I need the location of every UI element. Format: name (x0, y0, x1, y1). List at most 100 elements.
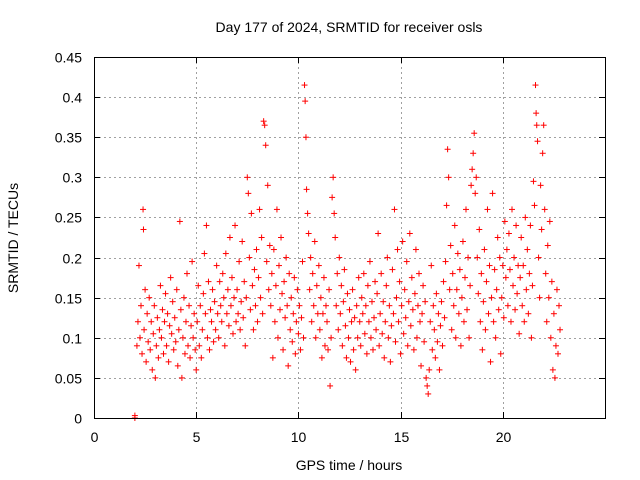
data-point (359, 310, 366, 317)
data-point (396, 278, 403, 285)
data-point (484, 206, 491, 213)
data-point (512, 306, 519, 313)
data-point (272, 282, 279, 289)
data-point (438, 298, 445, 305)
data-point (270, 246, 277, 253)
data-point (277, 306, 284, 313)
data-point (223, 310, 230, 317)
data-point (169, 298, 176, 305)
data-point (556, 302, 563, 309)
data-point (513, 222, 520, 229)
data-point (188, 322, 195, 329)
data-point (526, 270, 533, 277)
data-point (176, 218, 183, 225)
data-point (373, 326, 380, 333)
data-point (456, 266, 463, 273)
data-point (283, 254, 290, 261)
data-point (326, 286, 333, 293)
data-point (327, 382, 334, 389)
data-point (151, 302, 158, 309)
data-point (376, 342, 383, 349)
data-point (467, 282, 474, 289)
data-point (295, 330, 302, 337)
data-point (477, 318, 484, 325)
data-point (282, 314, 289, 321)
data-point (136, 334, 143, 341)
data-point (489, 190, 496, 197)
data-point (392, 338, 399, 345)
data-point (290, 310, 297, 317)
data-point (464, 306, 471, 313)
data-point (375, 230, 382, 237)
data-point (139, 350, 146, 357)
data-point (140, 206, 147, 213)
data-point (318, 354, 325, 361)
data-point (211, 298, 218, 305)
data-point (533, 110, 540, 117)
data-point (252, 302, 259, 309)
data-point (173, 286, 180, 293)
y-tick-label: 0 (74, 411, 82, 427)
data-point (444, 146, 451, 153)
data-point (538, 226, 545, 233)
data-point (417, 318, 424, 325)
data-point (280, 346, 287, 353)
data-point (235, 310, 242, 317)
data-point (262, 142, 269, 149)
data-point (381, 354, 388, 361)
data-point (241, 278, 248, 285)
data-point (516, 330, 523, 337)
data-point (399, 238, 406, 245)
data-point (316, 326, 323, 333)
data-point (494, 234, 501, 241)
data-point (203, 222, 210, 229)
data-point (525, 310, 532, 317)
data-point (394, 246, 401, 253)
data-point (231, 294, 238, 301)
data-point (247, 306, 254, 313)
data-point (537, 182, 544, 189)
data-point (419, 310, 426, 317)
data-point (347, 358, 354, 365)
data-point (279, 290, 286, 297)
data-point (414, 302, 421, 309)
y-tick-label: 0.25 (55, 210, 82, 226)
data-point (429, 346, 436, 353)
y-tick-label: 0.3 (63, 170, 83, 186)
data-point (163, 342, 170, 349)
data-point (428, 262, 435, 269)
data-point (380, 298, 387, 305)
data-point (397, 350, 404, 357)
data-point (208, 318, 215, 325)
data-point (334, 270, 341, 277)
data-point (192, 346, 199, 353)
data-point (447, 242, 454, 249)
data-point (186, 302, 193, 309)
data-point (371, 314, 378, 321)
data-point (551, 374, 558, 381)
data-point (224, 286, 231, 293)
data-point (365, 318, 372, 325)
data-point (357, 342, 364, 349)
data-point (557, 326, 564, 333)
data-point (542, 270, 549, 277)
data-point (453, 286, 460, 293)
x-tick-label: 5 (193, 429, 201, 445)
data-point (355, 274, 362, 281)
data-point (182, 318, 189, 325)
data-point (309, 270, 316, 277)
data-point (523, 286, 530, 293)
data-point (406, 230, 413, 237)
data-point (426, 366, 433, 373)
data-point (483, 278, 490, 285)
data-point (501, 218, 508, 225)
data-point (363, 350, 370, 357)
data-point (379, 330, 386, 337)
data-point (339, 342, 346, 349)
data-point (251, 266, 258, 273)
data-point (156, 326, 163, 333)
data-point (138, 302, 145, 309)
data-point (361, 330, 368, 337)
data-point (196, 342, 203, 349)
data-point (491, 266, 498, 273)
